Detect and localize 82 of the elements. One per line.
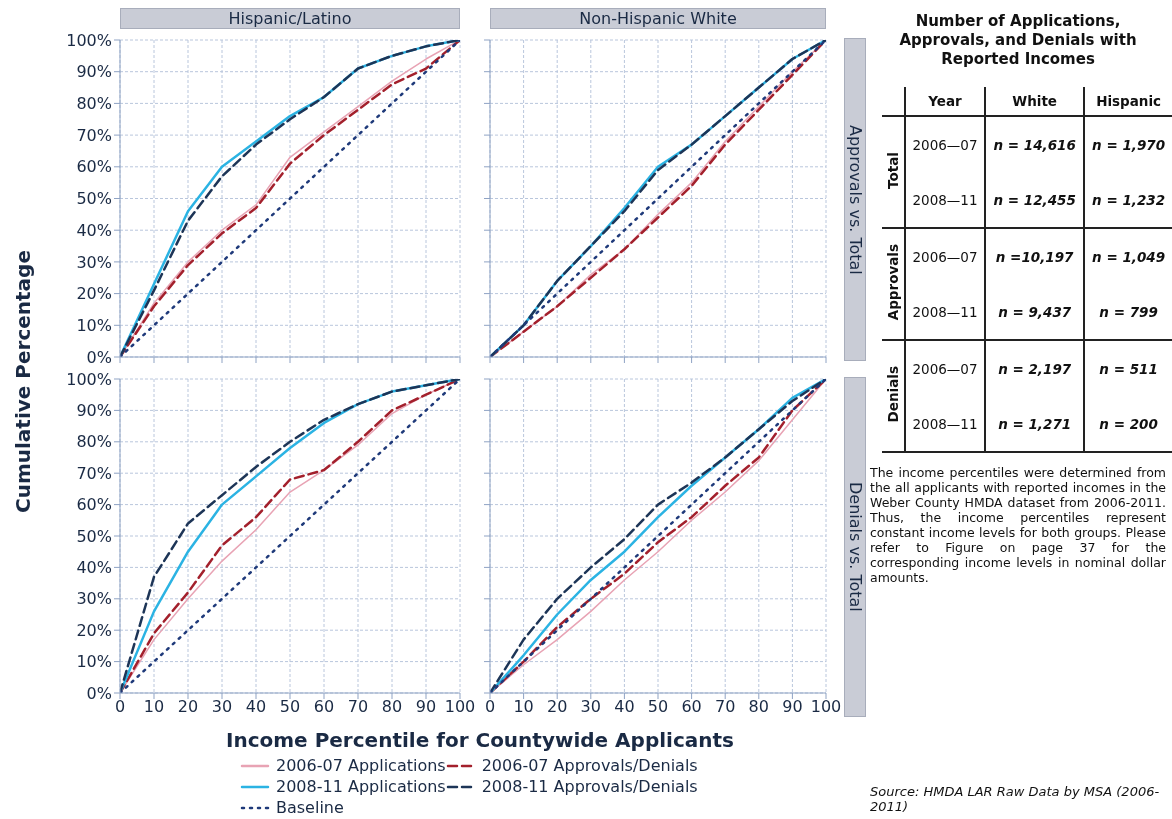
x-tick-label: 20 [547, 697, 568, 717]
y-tick-label: 80% [76, 432, 112, 452]
legend-label: 2006-07 Approvals/Denials [480, 756, 698, 775]
y-tick-label: 40% [76, 220, 112, 240]
y-tick-label: 70% [76, 125, 112, 145]
y-tick-label: 30% [76, 589, 112, 609]
category-label: Year [905, 87, 986, 116]
x-tick-label: 70 [347, 697, 369, 717]
legend-label: 2006-07 Applications [275, 756, 446, 775]
x-axis-title: Income Percentile for Countywide Applicants [225, 728, 735, 752]
category-label: Total [885, 152, 901, 189]
x-tick-label: 10 [513, 697, 534, 717]
category-label: Approvals [885, 244, 901, 321]
text: n = 799 [1099, 303, 1158, 320]
y-tick-label: 20% [76, 620, 112, 640]
x-tick-label: 80 [381, 697, 403, 717]
category-label: White [985, 87, 1085, 116]
x-tick-label: 50 [279, 697, 301, 717]
category-label: Hispanic [1095, 92, 1163, 111]
text: 2008—11 [912, 303, 978, 320]
y-tick-label: 50% [76, 526, 112, 546]
y-tick-label: 70% [76, 463, 112, 483]
text: n = 200 [1099, 415, 1158, 432]
x-tick-label: 90 [782, 697, 803, 717]
x-tick-label: 70 [715, 697, 736, 717]
x-tick-label: 40 [614, 697, 635, 717]
x-tick-label: 100 [810, 697, 842, 717]
chart-title: Non-Hispanic White [490, 8, 826, 29]
legend-label: Baseline [275, 798, 345, 817]
y2-axis-title: Denials vs. Total [845, 482, 865, 612]
x-tick-label: 50 [647, 697, 669, 717]
y-tick-label: 90% [76, 62, 112, 82]
text: n = 1,271 [998, 415, 1072, 432]
y-tick-label: 20% [76, 284, 112, 304]
text: n = 9,437 [998, 303, 1072, 320]
y-tick-label: 100% [66, 30, 112, 50]
x-tick-label: 60 [313, 697, 335, 717]
text: 2006—07 [912, 248, 978, 265]
x-tick-label: 40 [245, 697, 267, 717]
y-tick-label: 40% [76, 558, 112, 578]
x-tick-label: 30 [211, 697, 233, 717]
text: n = 511 [1099, 360, 1158, 377]
y-tick-label: 80% [76, 94, 112, 114]
y-tick-label: 10% [76, 315, 112, 335]
y-tick-label: 100% [66, 369, 112, 389]
y-tick-label: 0% [86, 683, 112, 703]
text: n = 2,197 [998, 360, 1072, 377]
y-tick-label: 60% [76, 495, 112, 515]
y2-axis-title: Approvals vs. Total [845, 124, 865, 275]
text: 2006—07 [912, 136, 978, 153]
y-tick-label: 0% [86, 347, 112, 367]
text: 2006—07 [912, 360, 978, 377]
y-tick-label: 10% [76, 652, 112, 672]
text: Number of Applications, Approvals, and Denials with Reported Incomes [898, 12, 1138, 69]
y-tick-label: 60% [76, 157, 112, 177]
text: 2008—11 [912, 415, 978, 432]
x-tick-label: 20 [177, 697, 199, 717]
text: n = 12,455 [993, 191, 1076, 208]
category-label: Denials [885, 366, 901, 423]
x-tick-label: 30 [580, 697, 601, 717]
x-tick-label: 0 [114, 697, 126, 717]
legend-label: 2008-11 Approvals/Denials [480, 777, 698, 796]
y-axis-title: Cumulative Percentage [11, 250, 35, 514]
text: n = 14,616 [993, 136, 1076, 153]
chart-title: Hispanic/Latino [120, 8, 460, 29]
text: n = 1,049 [1092, 248, 1166, 265]
x-tick-label: 100 [444, 697, 476, 717]
x-tick-label: 90 [415, 697, 437, 717]
text: The income percentiles were determined from the all applicants with reported incomes in the Weber County HMDA dataset from 2006-2011. Thus, the income percentiles represent constant income levels for both groups. Please refer to Figure on page 37 for the corresponding income levels in nominal dollar amounts. [870, 465, 1166, 585]
y-tick-label: 90% [76, 401, 112, 421]
x-tick-label: 60 [681, 697, 702, 717]
source-note: Source: HMDA LAR Raw Data by MSA (2006-2011) [870, 784, 1160, 814]
text: n = 1,232 [1092, 191, 1166, 208]
x-tick-label: 0 [484, 697, 496, 717]
text: n =10,197 [995, 248, 1074, 265]
y-tick-label: 50% [76, 189, 112, 209]
x-tick-label: 80 [748, 697, 769, 717]
x-tick-label: 10 [143, 697, 165, 717]
legend-label: 2008-11 Applications [275, 777, 446, 796]
text: 2008—11 [912, 191, 978, 208]
text: n = 1,970 [1092, 136, 1166, 153]
y-tick-label: 30% [76, 252, 112, 272]
